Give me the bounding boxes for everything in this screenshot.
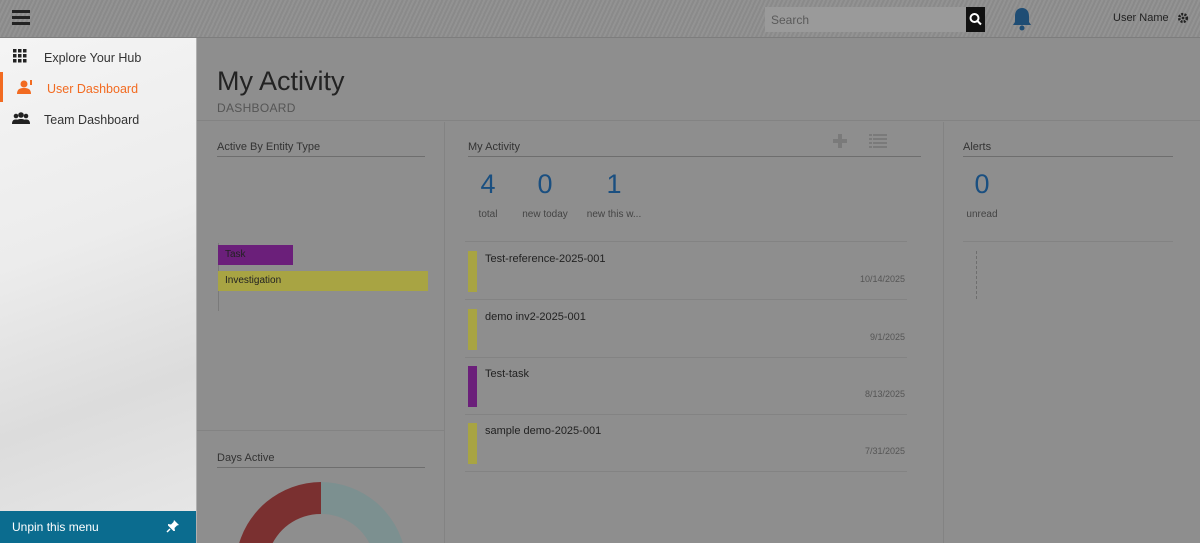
list-icon[interactable] xyxy=(869,134,887,148)
days-active-donut-chart xyxy=(239,482,403,543)
pin-icon xyxy=(166,520,179,533)
sidebar-item-label: Team Dashboard xyxy=(44,113,140,127)
divider xyxy=(465,241,907,242)
activity-item-date: 9/1/2025 xyxy=(869,332,905,342)
divider xyxy=(963,241,1173,242)
sidebar: Explore Your Hub User Dashboard Team Das… xyxy=(0,38,197,543)
stat-total-value: 4 xyxy=(480,169,496,199)
divider xyxy=(197,430,444,431)
search-input[interactable] xyxy=(765,7,966,32)
search-box xyxy=(765,7,985,32)
notifications-bell-icon[interactable] xyxy=(1011,6,1033,32)
divider xyxy=(444,122,445,543)
sidebar-item-team-dashboard[interactable]: Team Dashboard xyxy=(0,103,196,133)
activity-list-item[interactable]: sample demo-2025-001 7/31/2025 xyxy=(465,416,907,472)
sidebar-item-label: Explore Your Hub xyxy=(44,51,142,65)
gear-icon[interactable] xyxy=(1177,11,1189,24)
activity-panel-title: My Activity xyxy=(468,141,921,157)
sidebar-item-user-dashboard[interactable]: User Dashboard xyxy=(0,72,196,102)
users-group-icon xyxy=(12,112,30,124)
entity-bar-task[interactable]: Task xyxy=(218,245,293,265)
activity-list-item[interactable]: Test-reference-2025-001 10/14/2025 xyxy=(465,244,907,300)
activity-item-date: 10/14/2025 xyxy=(859,274,905,284)
activity-item-date: 7/31/2025 xyxy=(864,446,905,456)
search-button[interactable] xyxy=(966,7,985,32)
activity-item-date: 8/13/2025 xyxy=(864,389,905,399)
days-active-panel-title: Days Active xyxy=(217,452,425,468)
donut-segment xyxy=(239,482,321,543)
type-color-stripe xyxy=(468,366,477,407)
stat-unread-value: 0 xyxy=(974,169,990,199)
activity-list-item[interactable]: demo inv2-2025-001 9/1/2025 xyxy=(465,302,907,358)
activity-item-title: demo inv2-2025-001 xyxy=(485,311,586,323)
activity-list-item[interactable]: Test-task 8/13/2025 xyxy=(465,359,907,415)
alerts-panel-title: Alerts xyxy=(963,141,1173,157)
alerts-timeline xyxy=(976,251,977,299)
unpin-menu-button[interactable]: Unpin this menu xyxy=(0,511,196,543)
sidebar-item-explore-your-hub[interactable]: Explore Your Hub xyxy=(0,41,196,71)
top-bar: User Name xyxy=(0,0,1200,38)
stat-new-week-value: 1 xyxy=(606,169,622,199)
search-icon xyxy=(969,13,982,26)
add-icon[interactable] xyxy=(833,134,847,148)
activity-item-title: Test-reference-2025-001 xyxy=(485,253,606,265)
stat-new-today-label: new today xyxy=(522,209,568,220)
stat-new-week-label: new this w... xyxy=(586,209,642,220)
donut-segment xyxy=(321,482,403,543)
stat-total-label: total xyxy=(478,209,498,220)
stat-new-today-value: 0 xyxy=(537,169,553,199)
divider xyxy=(197,120,1200,121)
activity-item-title: Test-task xyxy=(485,368,530,380)
stat-unread-label: unread xyxy=(966,209,998,220)
page-subtitle: DASHBOARD xyxy=(217,101,296,115)
type-color-stripe xyxy=(468,423,477,464)
type-color-stripe xyxy=(468,251,477,292)
hamburger-menu-icon[interactable] xyxy=(12,10,30,26)
user-icon xyxy=(17,80,32,94)
activity-item-title: sample demo-2025-001 xyxy=(485,425,602,437)
entity-type-panel-title: Active By Entity Type xyxy=(217,141,425,157)
divider xyxy=(943,122,944,543)
unpin-menu-label: Unpin this menu xyxy=(12,520,99,534)
entity-bar-investigation[interactable]: Investigation xyxy=(218,271,428,291)
username-label[interactable]: User Name xyxy=(1113,12,1169,24)
sidebar-item-label: User Dashboard xyxy=(47,82,139,96)
main-content: My Activity DASHBOARD Active By Entity T… xyxy=(197,38,1200,543)
type-color-stripe xyxy=(468,309,477,350)
grid-icon xyxy=(13,49,27,63)
page-title: My Activity xyxy=(217,66,345,96)
